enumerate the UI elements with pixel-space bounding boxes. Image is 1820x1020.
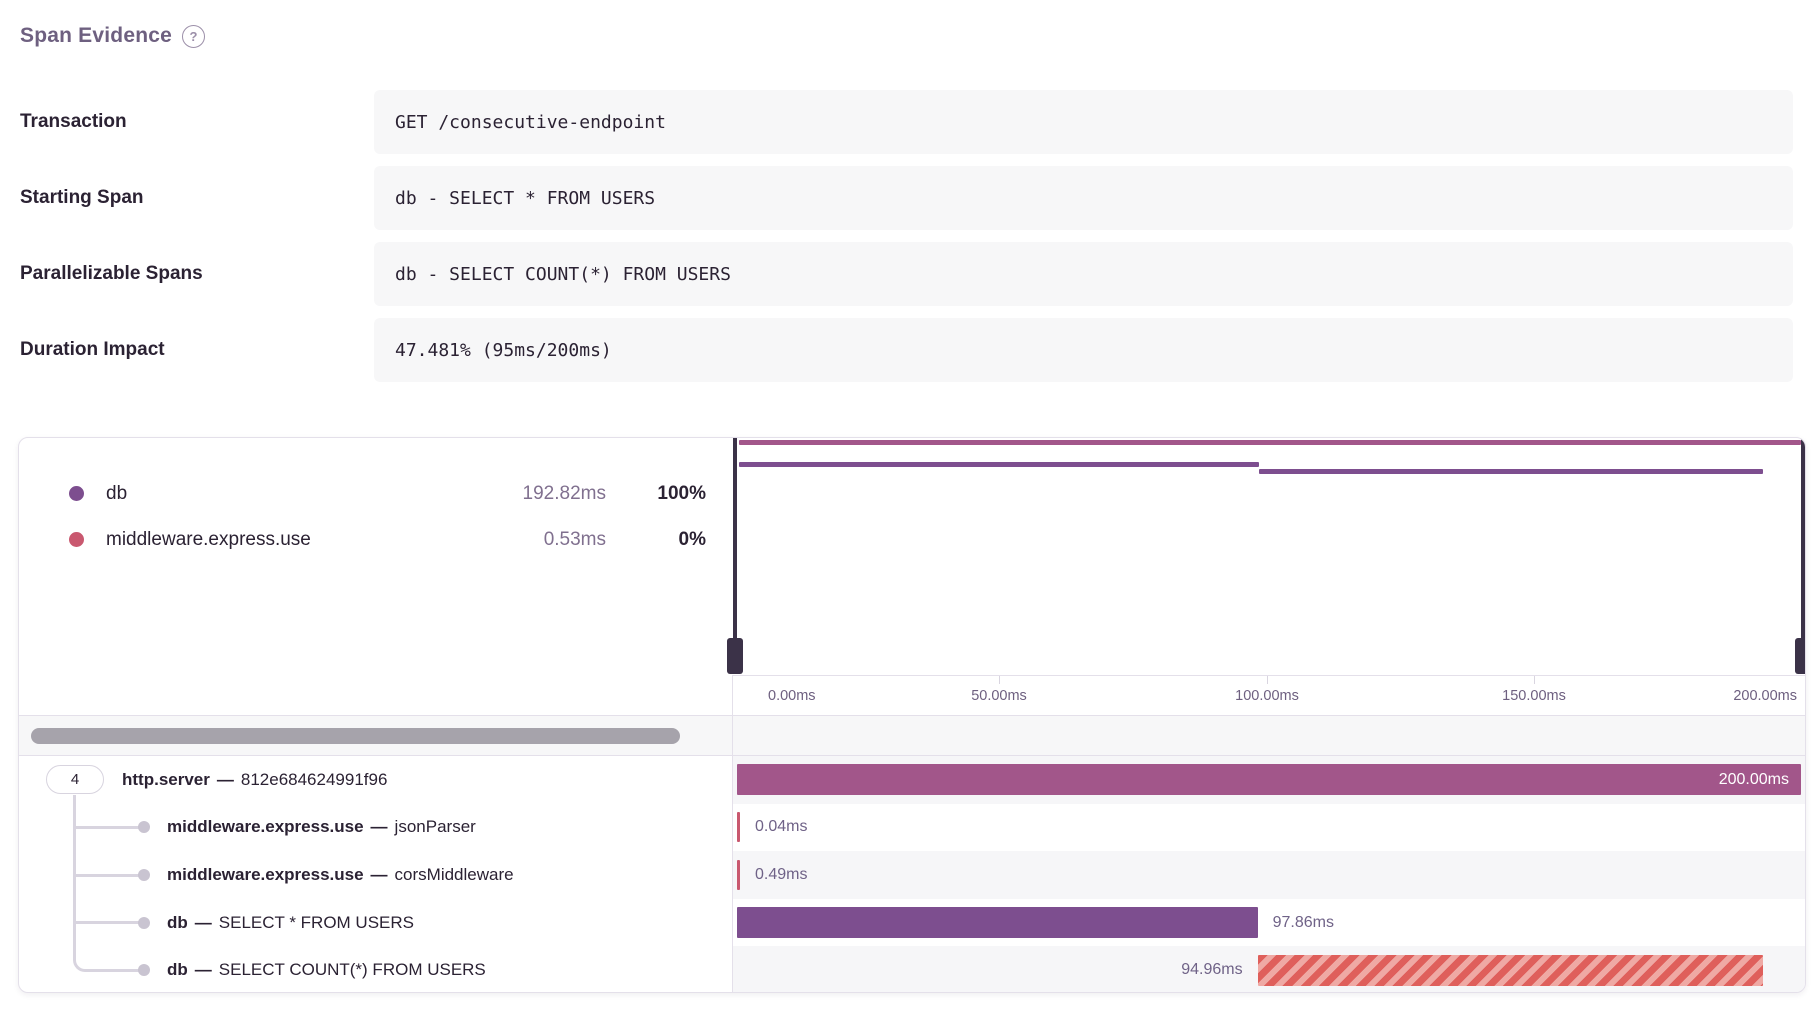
separator-dash: — <box>194 960 212 980</box>
axis-tick-mark <box>999 676 1000 684</box>
span-op-name: db <box>167 960 188 980</box>
tree-node-dot-icon <box>138 916 150 929</box>
evidence-value: db - SELECT COUNT(*) FROM USERS <box>374 242 1793 306</box>
span-description: http.server — 812e684624991f96 <box>122 756 387 804</box>
legend-row: db 192.82ms 100% <box>19 471 732 517</box>
legend-color-dot-icon <box>69 486 84 501</box>
page-title: Span Evidence <box>20 24 172 47</box>
span-detail: jsonParser <box>394 817 476 837</box>
tree-elbow-line <box>73 922 144 972</box>
separator-dash: — <box>216 769 234 789</box>
span-duration-label: 0.04ms <box>755 818 808 836</box>
legend-color-dot-icon <box>69 532 84 547</box>
evidence-label: Parallelizable Spans <box>20 263 203 284</box>
span-row[interactable]: db — SELECT COUNT(*) FROM USERS 94.96ms <box>19 946 1805 992</box>
evidence-row: Parallelizable Spans db - SELECT COUNT(*)… <box>0 242 1820 306</box>
span-description: db — SELECT COUNT(*) FROM USERS <box>167 946 486 992</box>
evidence-row: Transaction GET /consecutive-endpoint <box>0 90 1820 154</box>
span-row[interactable]: db — SELECT * FROM USERS 97.86ms <box>19 899 1805 947</box>
section-header: Span Evidence ? <box>20 24 205 48</box>
separator-dash: — <box>370 864 388 884</box>
time-axis: 0.00ms 50.00ms 100.00ms 150.00ms 200.00ms <box>732 675 1805 715</box>
scrollbar-track <box>19 715 1805 756</box>
separator-dash: — <box>370 817 388 837</box>
span-op-name: db <box>167 912 188 932</box>
span-row[interactable]: middleware.express.use — jsonParser 0.04ms <box>19 804 1805 852</box>
tree-node-dot-icon <box>138 821 150 834</box>
minimap-left-line <box>733 438 737 674</box>
legend-percent: 0% <box>678 529 706 550</box>
tree-node-dot-icon <box>138 868 150 881</box>
evidence-row: Starting Span db - SELECT * FROM USERS <box>0 166 1820 230</box>
legend-duration: 0.53ms <box>543 529 606 550</box>
evidence-value: db - SELECT * FROM USERS <box>374 166 1793 230</box>
span-duration-label: 0.49ms <box>755 865 808 883</box>
axis-tick-label: 0.00ms <box>768 688 816 704</box>
span-duration-label: 94.96ms <box>1181 961 1243 979</box>
evidence-value: GET /consecutive-endpoint <box>374 90 1793 154</box>
axis-tick-label: 150.00ms <box>1502 688 1566 704</box>
axis-tick-label: 100.00ms <box>1235 688 1299 704</box>
evidence-label: Transaction <box>20 111 127 132</box>
legend-row: middleware.express.use 0.53ms 0% <box>19 517 732 563</box>
span-op-name: middleware.express.use <box>167 864 364 884</box>
tree-trunk-line <box>73 795 76 925</box>
legend-op-name: db <box>106 483 128 504</box>
trace-panel: db 192.82ms 100% middleware.express.use 0.53… <box>18 437 1806 993</box>
span-detail: SELECT * FROM USERS <box>218 912 415 932</box>
axis-tick-mark <box>1267 676 1268 684</box>
span-row[interactable]: middleware.express.use — corsMiddleware 0.4… <box>19 851 1805 899</box>
span-duration-bar[interactable] <box>737 812 740 843</box>
separator-dash: — <box>194 912 212 932</box>
tree-branch-line <box>73 825 144 829</box>
legend-op-name: middleware.express.use <box>106 529 311 550</box>
help-question-icon[interactable]: ? <box>182 24 205 48</box>
minimap-right-line <box>1801 438 1805 674</box>
tree-branch-line <box>73 873 144 877</box>
minimap-right-handle[interactable] <box>1795 638 1805 674</box>
minimap-span-bar <box>739 440 1801 445</box>
span-detail: corsMiddleware <box>394 864 514 884</box>
axis-tick-label: 50.00ms <box>971 688 1027 704</box>
span-tree: 4 http.server — 812e684624991f96 200.00ms mid… <box>19 756 1805 992</box>
span-description: middleware.express.use — corsMiddleware <box>167 851 514 899</box>
minimap-left-handle[interactable] <box>727 638 743 674</box>
span-description: db — SELECT * FROM USERS <box>167 899 414 947</box>
legend-duration: 192.82ms <box>522 483 606 504</box>
axis-tick-mark <box>1534 676 1535 684</box>
span-duration-bar[interactable] <box>737 859 740 890</box>
span-duration-bar[interactable]: 200.00ms <box>737 764 1801 796</box>
horizontal-scrollbar[interactable] <box>31 728 680 744</box>
legend-percent: 100% <box>657 483 706 504</box>
column-divider <box>732 675 733 992</box>
span-duration-bar[interactable] <box>1257 954 1763 986</box>
evidence-value: 47.481% (95ms/200ms) <box>374 318 1793 382</box>
minimap-span-bar <box>739 462 1259 467</box>
span-duration-cell <box>733 804 1805 852</box>
span-duration-label: 97.86ms <box>1272 913 1334 931</box>
tree-node-dot-icon <box>138 964 150 977</box>
span-detail: 812e684624991f96 <box>240 769 388 789</box>
span-duration-cell <box>733 851 1805 899</box>
span-row[interactable]: 4 http.server — 812e684624991f96 200.00ms <box>19 756 1805 804</box>
span-op-name: http.server <box>122 769 210 789</box>
tree-branch-line <box>73 921 144 925</box>
span-op-name: middleware.express.use <box>167 817 364 837</box>
evidence-label: Starting Span <box>20 187 144 208</box>
span-duration-bar[interactable] <box>737 907 1258 939</box>
span-description: middleware.express.use — jsonParser <box>167 804 476 852</box>
children-count-badge[interactable]: 4 <box>46 765 104 794</box>
span-detail: SELECT COUNT(*) FROM USERS <box>218 960 486 980</box>
evidence-row: Duration Impact 47.481% (95ms/200ms) <box>0 318 1820 382</box>
minimap-span-bar <box>1258 469 1763 474</box>
axis-tick-label: 200.00ms <box>1733 688 1797 704</box>
evidence-label: Duration Impact <box>20 339 165 360</box>
